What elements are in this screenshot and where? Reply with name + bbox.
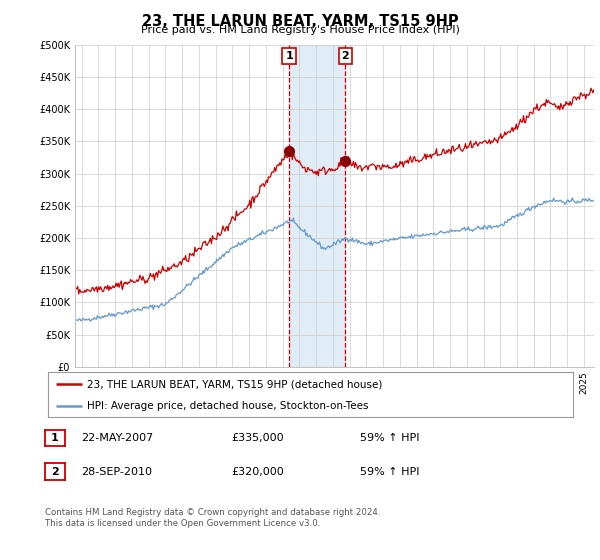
Text: 59% ↑ HPI: 59% ↑ HPI: [360, 433, 419, 443]
Text: 59% ↑ HPI: 59% ↑ HPI: [360, 466, 419, 477]
Text: 2: 2: [341, 52, 349, 61]
Text: 1: 1: [285, 52, 293, 61]
Text: 23, THE LARUN BEAT, YARM, TS15 9HP (detached house): 23, THE LARUN BEAT, YARM, TS15 9HP (deta…: [88, 380, 383, 390]
Text: £335,000: £335,000: [231, 433, 284, 443]
Text: 1: 1: [51, 433, 59, 443]
Text: 28-SEP-2010: 28-SEP-2010: [81, 466, 152, 477]
Bar: [289, 45, 346, 367]
Text: Price paid vs. HM Land Registry's House Price Index (HPI): Price paid vs. HM Land Registry's House …: [140, 25, 460, 35]
Text: £320,000: £320,000: [231, 466, 284, 477]
Text: 2: 2: [51, 466, 59, 477]
Text: 23, THE LARUN BEAT, YARM, TS15 9HP: 23, THE LARUN BEAT, YARM, TS15 9HP: [142, 14, 458, 29]
Text: Contains HM Land Registry data © Crown copyright and database right 2024.
This d: Contains HM Land Registry data © Crown c…: [45, 508, 380, 528]
Text: 22-MAY-2007: 22-MAY-2007: [81, 433, 153, 443]
Text: HPI: Average price, detached house, Stockton-on-Tees: HPI: Average price, detached house, Stoc…: [88, 401, 369, 411]
